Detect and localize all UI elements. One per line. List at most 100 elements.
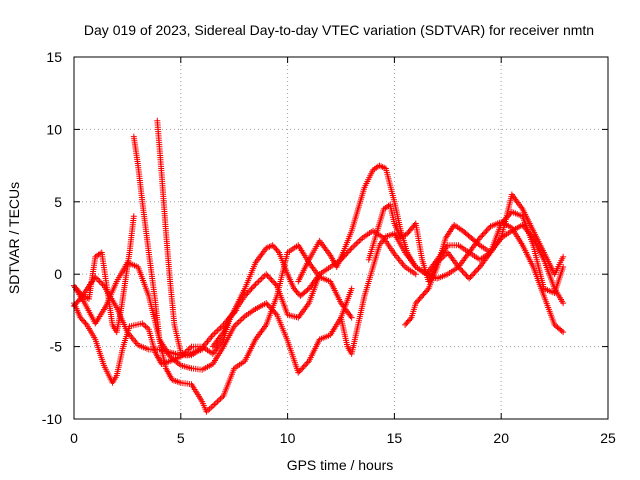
data-series-track-3: [71, 213, 137, 336]
data-point: [463, 272, 470, 279]
data-point: [270, 243, 277, 250]
y-tick-label: 0: [54, 266, 62, 282]
data-point: [484, 226, 491, 233]
data-point: [293, 288, 300, 295]
data-point: [274, 248, 281, 255]
x-axis-label: GPS time / hours: [287, 457, 394, 473]
data-point: [467, 274, 474, 281]
data-point: [348, 314, 355, 321]
data-point: [130, 213, 137, 220]
x-tick-label: 25: [600, 430, 616, 446]
y-tick-label: -5: [50, 339, 63, 355]
data-point: [486, 224, 493, 231]
y-axis-label: SDTVAR / TECUs: [6, 182, 22, 294]
data-point: [272, 281, 279, 288]
data-point: [480, 230, 487, 237]
data-point: [471, 269, 478, 276]
data-point: [93, 275, 100, 282]
data-point: [424, 287, 431, 294]
data-point: [268, 276, 275, 283]
data-point: [558, 327, 565, 334]
data-point: [78, 316, 85, 323]
data-point: [460, 269, 467, 276]
data-point: [476, 235, 483, 241]
data-point: [272, 245, 279, 252]
data-point: [412, 300, 419, 307]
data-point: [263, 300, 270, 307]
data-point: [99, 281, 106, 288]
data-point: [419, 292, 426, 299]
data-point: [347, 246, 354, 253]
data-point: [346, 248, 353, 255]
data-point: [294, 290, 301, 297]
x-tick-label: 20: [493, 430, 509, 446]
data-point: [92, 274, 99, 281]
y-tick-label: -10: [42, 411, 62, 427]
data-point: [417, 294, 424, 301]
data-point: [79, 317, 86, 324]
data-point: [304, 359, 311, 366]
data-point: [475, 265, 482, 272]
data-point: [304, 286, 311, 293]
data-point: [301, 362, 308, 369]
data-point: [420, 291, 427, 298]
data-point: [474, 266, 481, 273]
data-series-track-7: [209, 242, 323, 350]
chart-title: Day 019 of 2023, Sidereal Day-to-day VTE…: [84, 22, 594, 38]
x-tick-label: 15: [387, 430, 403, 446]
data-point: [483, 227, 490, 234]
data-point: [264, 272, 271, 279]
data-point: [470, 271, 477, 278]
data-point: [560, 300, 567, 307]
data-point: [296, 368, 303, 375]
data-point: [421, 290, 428, 297]
data-point: [269, 242, 276, 249]
data-point: [267, 275, 274, 282]
data-point: [248, 285, 255, 292]
data-point: [482, 229, 489, 236]
data-point: [244, 290, 251, 297]
data-point: [468, 272, 475, 279]
data-point: [272, 310, 279, 317]
data-point: [407, 316, 414, 323]
data-point: [247, 287, 254, 294]
data-series-track-10: [365, 201, 567, 297]
x-tick-label: 5: [177, 430, 185, 446]
data-point: [81, 318, 88, 325]
data-point: [299, 365, 306, 372]
data-point: [77, 314, 84, 321]
data-point: [95, 276, 102, 283]
data-point: [455, 263, 462, 270]
data-point: [295, 369, 302, 376]
data-point: [412, 271, 419, 278]
data-point: [245, 288, 252, 295]
y-tick-label: 10: [46, 121, 62, 137]
data-point: [459, 268, 466, 275]
data-point: [402, 321, 409, 328]
data-point: [423, 288, 430, 295]
data-point: [292, 287, 299, 294]
data-point: [249, 284, 256, 291]
data-point: [466, 275, 473, 282]
data-point: [96, 278, 103, 285]
data-point: [269, 278, 276, 285]
x-tick-label: 10: [280, 430, 296, 446]
data-point: [291, 285, 298, 292]
data-point: [415, 297, 422, 304]
data-point: [472, 268, 479, 275]
data-point: [273, 246, 280, 253]
plot-frame: [73, 56, 609, 420]
data-point: [405, 317, 412, 324]
data-point: [560, 253, 567, 260]
data-point: [560, 329, 567, 336]
y-tick-label: 15: [46, 49, 62, 65]
data-point: [264, 301, 271, 308]
data-series-track-11: [402, 191, 567, 328]
data-point: [297, 366, 304, 373]
data-point: [403, 320, 410, 327]
data-point: [251, 282, 258, 289]
data-point: [316, 271, 323, 278]
data-point: [348, 285, 355, 292]
data-point: [478, 233, 485, 240]
